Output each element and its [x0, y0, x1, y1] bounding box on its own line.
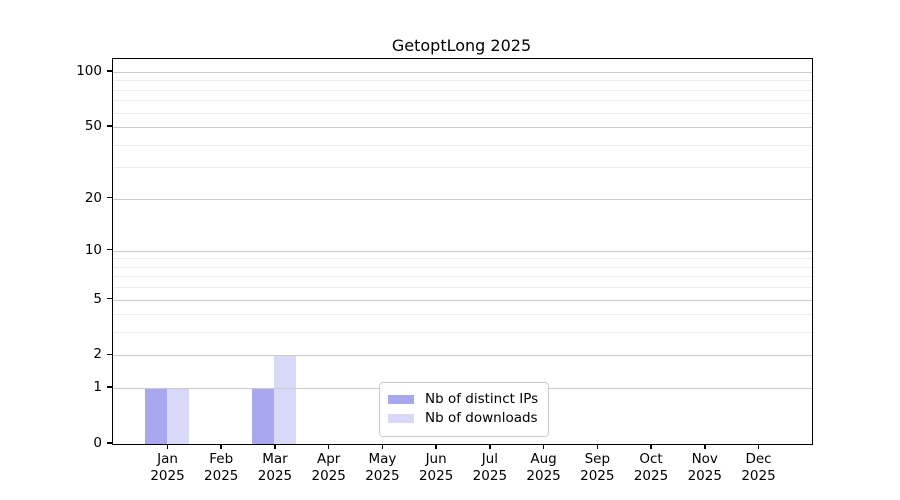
gridline-minor — [113, 276, 812, 278]
x-tick-mark — [220, 444, 222, 449]
legend-label-downloads: Nb of downloads — [425, 410, 538, 426]
x-tick-mark — [327, 444, 330, 449]
y-tick-mark — [107, 70, 112, 72]
y-tick-label: 0 — [93, 435, 102, 451]
x-tick-label: Jul 2025 — [472, 451, 508, 484]
gridline-minor — [113, 80, 812, 82]
x-tick-label: Mar 2025 — [257, 451, 293, 484]
gridline-minor — [113, 100, 812, 102]
x-tick-mark — [489, 444, 491, 449]
y-tick-mark — [107, 125, 112, 127]
gridline-minor — [113, 287, 812, 289]
x-tick-mark — [381, 444, 384, 449]
gridline-minor — [113, 89, 812, 91]
y-tick-label: 50 — [84, 118, 102, 135]
gridline-minor — [113, 266, 812, 268]
x-tick-mark — [435, 444, 437, 449]
x-tick-label: Jun 2025 — [418, 451, 454, 484]
y-tick-label: 10 — [84, 241, 102, 258]
x-tick-mark — [757, 444, 760, 449]
x-tick-mark — [542, 444, 545, 449]
bar-downloads — [274, 355, 297, 444]
gridline-major — [113, 355, 812, 357]
y-tick-label: 100 — [76, 63, 102, 79]
y-tick-mark — [107, 196, 112, 199]
bar-distinct-ips — [145, 388, 167, 444]
legend-swatch-downloads — [388, 414, 414, 423]
y-tick-mark — [107, 442, 112, 444]
bar-downloads — [167, 388, 189, 444]
chart-title: GetoptLong 2025 — [391, 36, 532, 55]
x-tick-mark — [166, 444, 169, 449]
x-tick-label: Apr 2025 — [311, 451, 346, 484]
gridline-major — [113, 250, 812, 252]
x-tick-label: Aug 2025 — [526, 451, 561, 484]
x-tick-mark — [596, 444, 599, 449]
y-tick-label: 1 — [93, 379, 102, 396]
legend-swatch-distinct-ips — [388, 395, 414, 404]
y-tick-mark — [107, 353, 112, 356]
bar-distinct-ips — [252, 388, 275, 444]
gridline-major — [113, 299, 812, 301]
legend-item-distinct-ips: Nb of distinct IPs — [388, 391, 538, 408]
legend-item-downloads: Nb of downloads — [388, 410, 538, 427]
gridline-minor — [113, 314, 812, 316]
legend-label-distinct-ips: Nb of distinct IPs — [425, 391, 539, 407]
gridline-minor — [113, 144, 812, 146]
x-tick-mark — [274, 444, 276, 449]
y-tick-label: 2 — [93, 346, 102, 363]
gridline-minor — [113, 167, 812, 169]
plot-area: Nb of distinct IPs Nb of downloads — [112, 58, 813, 445]
y-tick-label: 20 — [84, 189, 102, 206]
x-tick-label: Nov 2025 — [687, 451, 722, 484]
gridline-major — [113, 198, 812, 200]
y-tick-mark — [107, 248, 112, 251]
gridline-major — [113, 127, 812, 129]
gridline-major — [113, 72, 812, 73]
x-tick-mark — [704, 444, 706, 449]
gridline-minor — [113, 258, 812, 260]
gridline-minor — [113, 332, 812, 334]
legend: Nb of distinct IPs Nb of downloads — [379, 382, 550, 437]
y-tick-label: 5 — [93, 290, 102, 307]
x-tick-label: Oct 2025 — [633, 451, 669, 484]
x-tick-label: May 2025 — [365, 451, 400, 484]
x-tick-label: Jan 2025 — [150, 451, 185, 484]
x-tick-mark — [650, 444, 652, 449]
gridline-minor — [113, 112, 812, 114]
y-tick-mark — [107, 297, 112, 300]
x-tick-label: Dec 2025 — [741, 451, 776, 484]
x-tick-label: Feb 2025 — [204, 451, 239, 484]
y-tick-mark — [107, 386, 112, 388]
x-tick-label: Sep 2025 — [580, 451, 615, 484]
